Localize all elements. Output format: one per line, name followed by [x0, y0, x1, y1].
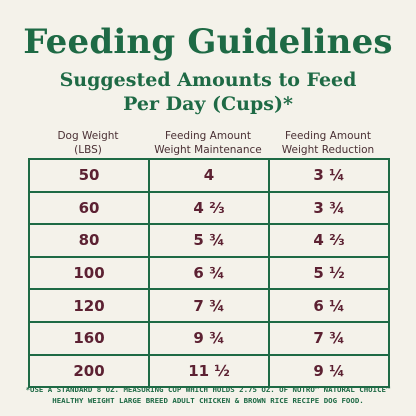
table-row: 120 7 ¾ 6 ¼ [28, 288, 390, 323]
cell-maintenance: 4 [148, 158, 270, 193]
column-header-line: (LBS) [74, 144, 102, 156]
column-header-dog-weight: Dog Weight (LBS) [28, 129, 148, 157]
column-header-line: Feeding Amount [285, 130, 371, 142]
column-header-weight-reduction: Feeding Amount Weight Reduction [268, 129, 388, 157]
column-header-line: Dog Weight [57, 130, 119, 142]
cell-maintenance: 11 ½ [148, 353, 270, 389]
footnote: *USE A STANDARD 8 OZ. MEASURING CUP WHIC… [25, 385, 391, 405]
cell-reduction: 5 ½ [268, 255, 390, 291]
cell-dog-weight: 60 [28, 190, 150, 226]
subtitle-line-2: Per Day (Cups)* [123, 93, 293, 115]
table-row: 50 4 3 ¼ [28, 158, 390, 193]
cell-reduction: 9 ¼ [268, 353, 390, 389]
cell-dog-weight: 100 [28, 255, 150, 291]
column-header-line: Feeding Amount [165, 130, 251, 142]
table-row: 100 6 ¾ 5 ½ [28, 255, 390, 291]
cell-dog-weight: 80 [28, 223, 150, 258]
feeding-table: 50 4 3 ¼ 60 4 ⅔ 3 ¾ 80 5 ¾ 4 ⅔ 100 6 ¾ 5… [28, 158, 390, 389]
page-title: Feeding Guidelines [23, 22, 393, 62]
cell-maintenance: 6 ¾ [148, 255, 270, 291]
subtitle: Suggested Amounts to Feed Per Day (Cups)… [0, 68, 416, 116]
cell-dog-weight: 50 [28, 158, 150, 193]
column-header-weight-maintenance: Feeding Amount Weight Maintenance [148, 129, 268, 157]
cell-maintenance: 4 ⅔ [148, 190, 270, 226]
cell-reduction: 6 ¼ [268, 288, 390, 323]
cell-maintenance: 9 ¾ [148, 320, 270, 356]
table-row: 80 5 ¾ 4 ⅔ [28, 223, 390, 258]
column-header-line: Weight Reduction [281, 144, 375, 156]
cell-dog-weight: 160 [28, 320, 150, 356]
table-row: 200 11 ½ 9 ¼ [28, 353, 390, 389]
cell-maintenance: 5 ¾ [148, 223, 270, 258]
column-header-line: Weight Maintenance [154, 144, 262, 156]
cell-reduction: 7 ¾ [268, 320, 390, 356]
cell-dog-weight: 200 [28, 353, 150, 389]
cell-reduction: 3 ¾ [268, 190, 390, 226]
table-row: 160 9 ¾ 7 ¾ [28, 320, 390, 356]
cell-maintenance: 7 ¾ [148, 288, 270, 323]
cell-dog-weight: 120 [28, 288, 150, 323]
cell-reduction: 4 ⅔ [268, 223, 390, 258]
table-row: 60 4 ⅔ 3 ¾ [28, 190, 390, 226]
cell-reduction: 3 ¼ [268, 158, 390, 193]
subtitle-line-1: Suggested Amounts to Feed [59, 69, 357, 91]
